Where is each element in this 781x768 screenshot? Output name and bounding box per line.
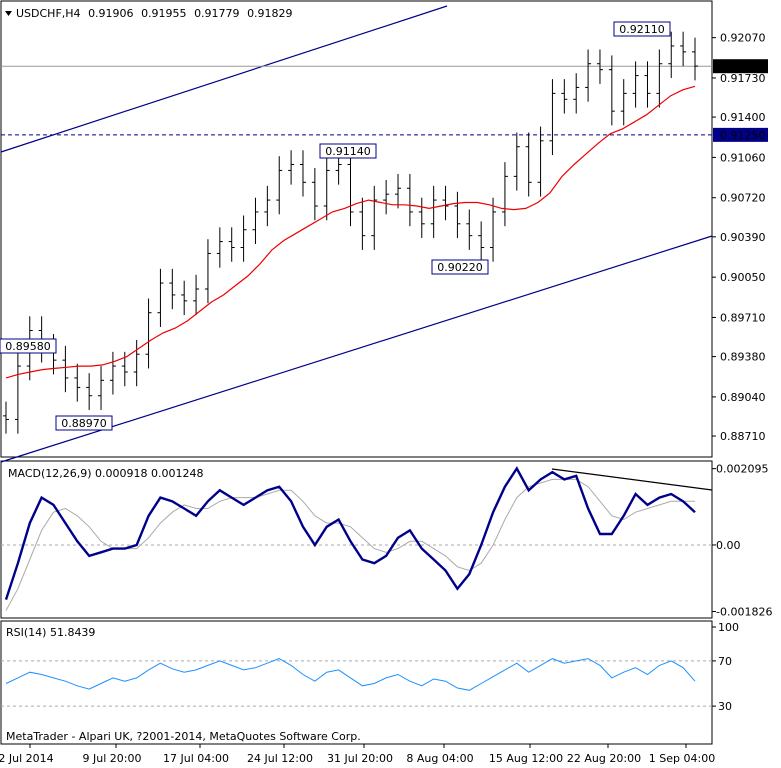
macd-axis-label: 0.00: [716, 539, 741, 552]
rsi-plot: [1, 658, 712, 707]
current-price-label: 0.91829: [720, 60, 766, 73]
time-axis-label: 24 Jul 12:00: [247, 752, 313, 765]
dropdown-triangle-icon[interactable]: [5, 11, 12, 16]
moving-average-line: [5, 85, 696, 379]
time-axis-label: 22 Aug 20:00: [567, 752, 641, 765]
chart-header: USDCHF,H4 0.91906 0.91955 0.91779 0.9182…: [16, 7, 293, 20]
macd-axis-label: -0.001826: [716, 605, 772, 618]
main-pane-frame: [0, 0, 713, 458]
price-axis-label: 0.92070: [720, 32, 766, 45]
price-callout-label: 0.88970: [61, 417, 107, 430]
price-axis-label: 0.89710: [720, 311, 766, 324]
level-price-label: 0.91250: [720, 129, 766, 142]
time-axis-label: 15 Aug 12:00: [489, 752, 563, 765]
time-axis-label: 31 Jul 20:00: [327, 752, 393, 765]
rsi-axis-label: 100: [718, 621, 739, 634]
level-price-box: [713, 127, 768, 142]
macd-main-line: [4, 466, 696, 600]
current-price-box: [713, 59, 768, 74]
time-axis-label: 1 Sep 04:00: [649, 752, 715, 765]
price-callout-label: 0.89580: [5, 340, 51, 353]
price-callout-box: [55, 415, 113, 431]
macd-pane-frame: [0, 460, 713, 619]
price-callout-label: 0.92110: [619, 23, 665, 36]
macd-divergence-line: [551, 468, 713, 491]
price-axis-label: 0.90050: [720, 271, 766, 284]
price-axis-label: 0.90720: [720, 192, 766, 205]
rsi-line: [5, 658, 696, 691]
rsi-pane-frame: [0, 620, 713, 745]
price-axis-label: 0.91730: [720, 72, 766, 85]
upper-channel-line: [0, 5, 448, 153]
time-axis-label: 8 Aug 04:00: [406, 752, 473, 765]
macd-plot: [1, 466, 713, 611]
macd-axis-label: 0.002095: [716, 463, 769, 476]
price-axis-label: 0.88710: [720, 430, 766, 443]
footer-copyright: MetaTrader - Alpari UK, ?2001-2014, Meta…: [6, 730, 361, 743]
price-axis-label: 0.91400: [720, 111, 766, 124]
price-callout-box: [319, 143, 377, 159]
macd-label: MACD(12,26,9) 0.000918 0.001248: [8, 467, 204, 480]
time-axis-label: 2 Jul 2014: [0, 752, 54, 765]
rsi-label: RSI(14) 51.8439: [6, 626, 95, 639]
price-callout-label: 0.90220: [437, 261, 483, 274]
price-callout-box: [613, 21, 671, 37]
lower-channel-line: [0, 235, 713, 463]
rsi-axis-label: 30: [718, 700, 732, 713]
time-axis-label: 17 Jul 04:00: [163, 752, 229, 765]
price-axis-label: 0.90390: [720, 231, 766, 244]
rsi-axis-label: 70: [718, 655, 732, 668]
price-axis-label: 0.91060: [720, 151, 766, 164]
price-plot: 0.92110 0.91140 0.90220 0.88970 0.89580: [0, 5, 713, 463]
time-axis-label: 9 Jul 20:00: [83, 752, 142, 765]
price-callout-box: [431, 259, 489, 275]
price-callout-box: [0, 338, 57, 354]
price-axis-label: 0.89040: [720, 391, 766, 404]
price-axis-label: 0.89380: [720, 351, 766, 364]
axes: 0.92070 0.91730 0.91400 0.91060 0.90720 0.903…: [0, 32, 772, 765]
price-callout-label: 0.91140: [325, 145, 371, 158]
